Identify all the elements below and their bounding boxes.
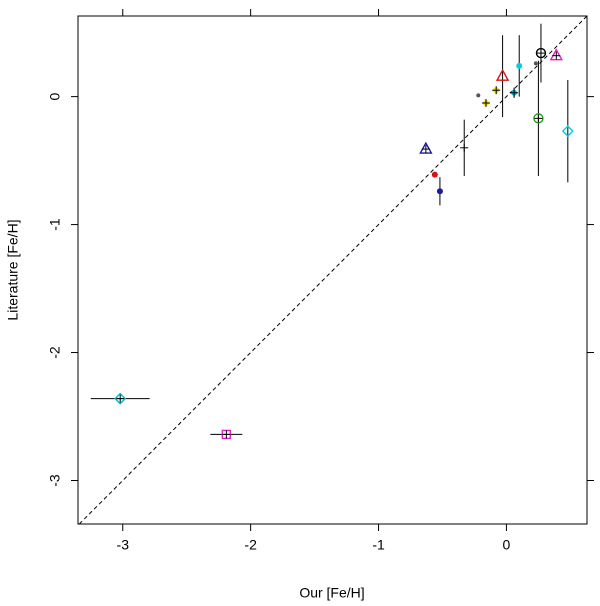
x-tick-label: 0 bbox=[503, 537, 511, 553]
point bbox=[533, 113, 544, 124]
point bbox=[510, 88, 519, 97]
point bbox=[431, 171, 438, 178]
point bbox=[549, 48, 563, 61]
point bbox=[436, 188, 443, 195]
point bbox=[460, 143, 469, 152]
point bbox=[481, 99, 490, 108]
y-tick-label: -1 bbox=[47, 218, 63, 231]
point bbox=[221, 429, 232, 440]
y-tick-label: 0 bbox=[47, 93, 63, 101]
y-axis-label: Literature [Fe/H] bbox=[5, 219, 21, 320]
point bbox=[561, 125, 574, 138]
point bbox=[492, 86, 501, 95]
y-tick-label: -3 bbox=[47, 474, 63, 487]
point bbox=[516, 62, 523, 69]
x-tick-label: -1 bbox=[372, 537, 385, 553]
point bbox=[533, 61, 538, 66]
point bbox=[476, 93, 481, 98]
x-axis-label: Our [Fe/H] bbox=[299, 585, 364, 601]
x-tick-label: -3 bbox=[117, 537, 130, 553]
plot-frame bbox=[77, 15, 588, 525]
point bbox=[535, 47, 547, 59]
y-tick-label: -2 bbox=[47, 346, 63, 359]
identity-line bbox=[78, 15, 588, 525]
point bbox=[419, 141, 433, 154]
x-tick-label: -2 bbox=[244, 537, 257, 553]
point bbox=[114, 392, 127, 405]
point bbox=[495, 68, 510, 81]
